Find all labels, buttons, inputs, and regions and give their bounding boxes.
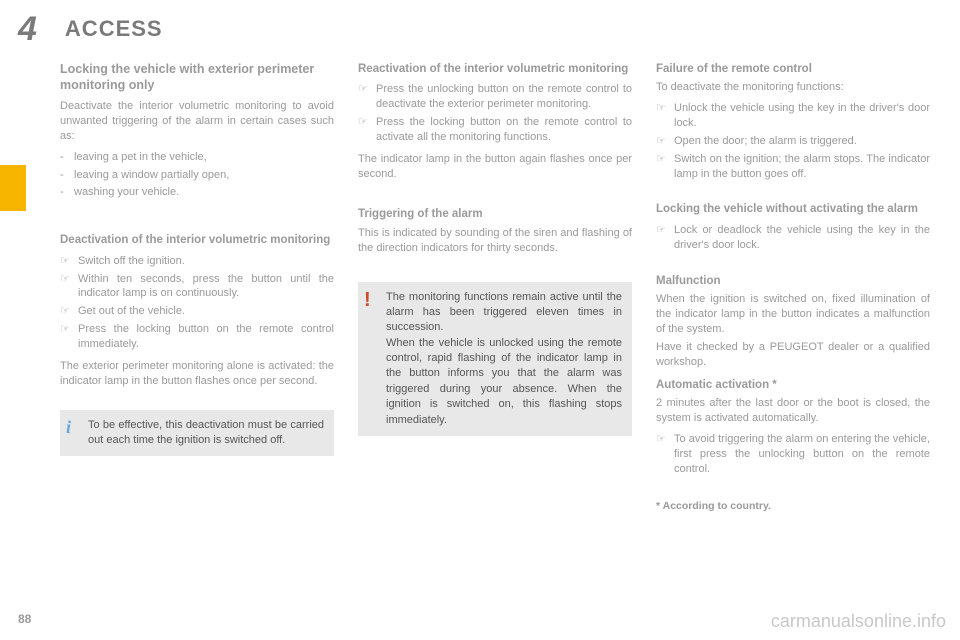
col1-sub1-tail: The exterior perimeter monitoring alone … [60, 359, 334, 389]
col1-title: Locking the vehicle with exterior perime… [60, 62, 334, 93]
list-item-text: Switch off the ignition. [78, 254, 334, 269]
list-item-text: Unlock the vehicle using the key in the … [674, 101, 930, 131]
list-item-text: Within ten seconds, press the button unt… [78, 272, 334, 302]
list-item-text: Switch on the ignition; the alarm stops.… [674, 152, 930, 182]
col2-sub2-title: Triggering of the alarm [358, 207, 632, 221]
arrow-icon: ☞ [656, 152, 674, 182]
chapter-number: 4 [18, 10, 37, 49]
list-item: ☞Switch off the ignition. [60, 254, 334, 269]
list-item: -washing your vehicle. [60, 185, 334, 200]
list-item: ☞To avoid triggering the alarm on enteri… [656, 432, 930, 477]
list-item: ☞Within ten seconds, press the button un… [60, 272, 334, 302]
list-item-text: Press the locking button on the remote c… [78, 322, 334, 352]
arrow-icon: ☞ [60, 304, 78, 319]
list-item: -leaving a pet in the vehicle, [60, 150, 334, 165]
list-item-text: leaving a pet in the vehicle, [74, 150, 334, 165]
warning-icon: ! [364, 290, 378, 429]
col1-intro: Deactivate the interior volumetric monit… [60, 99, 334, 144]
arrow-icon: ☞ [656, 223, 674, 253]
col3-sub3-title: Malfunction [656, 274, 930, 288]
col1-sub1-steps: ☞Switch off the ignition. ☞Within ten se… [60, 254, 334, 355]
warning-text: The monitoring functions remain active u… [386, 290, 622, 429]
dash-icon: - [60, 150, 74, 165]
col3-sub4-title: Automatic activation * [656, 378, 930, 392]
column-1: Locking the vehicle with exterior perime… [60, 62, 334, 600]
arrow-icon: ☞ [60, 272, 78, 302]
column-3: Failure of the remote control To deactiv… [656, 62, 930, 600]
side-tab [0, 165, 26, 211]
list-item-text: Open the door; the alarm is triggered. [674, 134, 930, 149]
col3-sub1-steps: ☞Unlock the vehicle using the key in the… [656, 101, 930, 184]
list-item-text: Lock or deadlock the vehicle using the k… [674, 223, 930, 253]
list-item: ☞Unlock the vehicle using the key in the… [656, 101, 930, 131]
col1-bullets: -leaving a pet in the vehicle, -leaving … [60, 150, 334, 204]
col2-sub1-steps: ☞Press the unlocking button on the remot… [358, 82, 632, 147]
warning-box: ! The monitoring functions remain active… [358, 282, 632, 437]
arrow-icon: ☞ [656, 432, 674, 477]
footnote: * According to country. [656, 500, 930, 512]
list-item-text: To avoid triggering the alarm on enterin… [674, 432, 930, 477]
col3-sub1-title: Failure of the remote control [656, 62, 930, 76]
page-header: 4 ACCESS [0, 8, 960, 50]
arrow-icon: ☞ [358, 82, 376, 112]
col3-sub1-intro: To deactivate the monitoring functions: [656, 80, 930, 95]
info-text: To be effective, this deactivation must … [88, 418, 324, 448]
col2-sub1-tail: The indicator lamp in the button again f… [358, 152, 632, 182]
col3-sub2-steps: ☞Lock or deadlock the vehicle using the … [656, 223, 930, 256]
list-item: ☞Lock or deadlock the vehicle using the … [656, 223, 930, 253]
watermark: carmanualsonline.info [771, 611, 946, 632]
col2-sub1-title: Reactivation of the interior volumetric … [358, 62, 632, 76]
col1-sub1-title: Deactivation of the interior volumetric … [60, 233, 334, 247]
col3-sub4-steps: ☞To avoid triggering the alarm on enteri… [656, 432, 930, 480]
list-item: ☞Get out of the vehicle. [60, 304, 334, 319]
arrow-icon: ☞ [60, 254, 78, 269]
list-item: ☞Press the unlocking button on the remot… [358, 82, 632, 112]
list-item-text: Press the locking button on the remote c… [376, 115, 632, 145]
list-item: ☞Switch on the ignition; the alarm stops… [656, 152, 930, 182]
arrow-icon: ☞ [60, 322, 78, 352]
list-item: -leaving a window partially open, [60, 168, 334, 183]
list-item: ☞Press the locking button on the remote … [358, 115, 632, 145]
list-item: ☞Open the door; the alarm is triggered. [656, 134, 930, 149]
page-number: 88 [18, 612, 31, 626]
col3-sub3-body2: Have it checked by a PEUGEOT dealer or a… [656, 340, 930, 370]
content-area: Locking the vehicle with exterior perime… [60, 62, 930, 600]
chapter-title: ACCESS [65, 16, 163, 42]
list-item-text: Press the unlocking button on the remote… [376, 82, 632, 112]
arrow-icon: ☞ [656, 134, 674, 149]
col2-sub2-body: This is indicated by sounding of the sir… [358, 226, 632, 256]
list-item-text: leaving a window partially open, [74, 168, 334, 183]
col3-sub3-body1: When the ignition is switched on, fixed … [656, 292, 930, 337]
info-icon: i [66, 418, 80, 448]
list-item: ☞Press the locking button on the remote … [60, 322, 334, 352]
list-item-text: washing your vehicle. [74, 185, 334, 200]
info-box: i To be effective, this deactivation mus… [60, 410, 334, 456]
col3-sub2-title: Locking the vehicle without activating t… [656, 202, 930, 216]
arrow-icon: ☞ [358, 115, 376, 145]
col3-sub4-body: 2 minutes after the last door or the boo… [656, 396, 930, 426]
column-2: Reactivation of the interior volumetric … [358, 62, 632, 600]
list-item-text: Get out of the vehicle. [78, 304, 334, 319]
arrow-icon: ☞ [656, 101, 674, 131]
dash-icon: - [60, 168, 74, 183]
dash-icon: - [60, 185, 74, 200]
